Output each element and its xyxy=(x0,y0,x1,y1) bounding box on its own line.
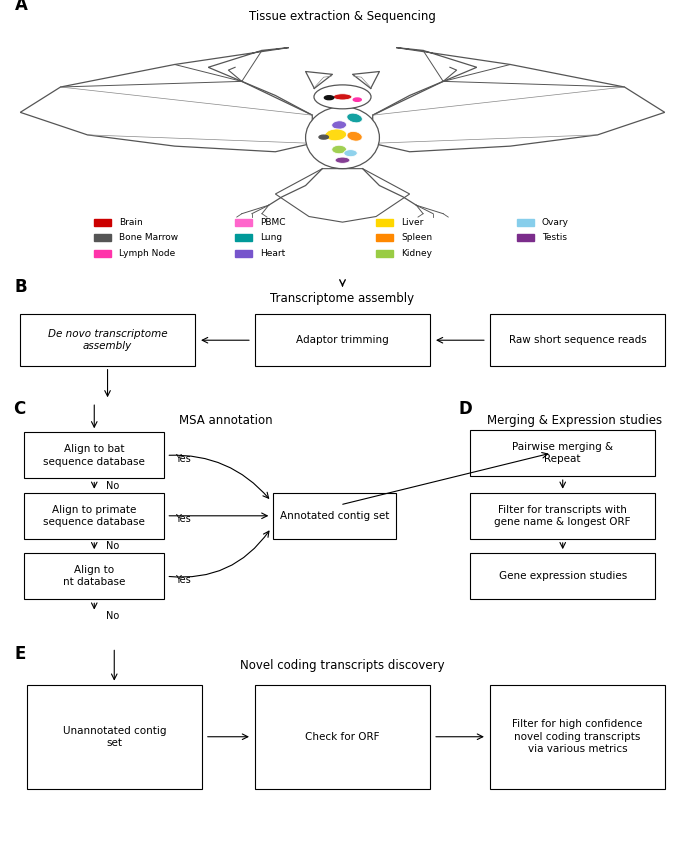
Text: Align to primate
sequence database: Align to primate sequence database xyxy=(43,505,145,527)
Bar xyxy=(94,249,111,257)
FancyBboxPatch shape xyxy=(25,432,164,478)
Polygon shape xyxy=(275,169,410,222)
Text: Check for ORF: Check for ORF xyxy=(306,732,379,742)
Circle shape xyxy=(353,98,361,102)
Text: De novo transcriptome
assembly: De novo transcriptome assembly xyxy=(48,329,167,351)
Ellipse shape xyxy=(347,113,362,123)
Ellipse shape xyxy=(335,157,350,164)
Text: B: B xyxy=(15,278,27,296)
Text: Yes: Yes xyxy=(175,515,191,524)
FancyBboxPatch shape xyxy=(490,684,664,789)
Circle shape xyxy=(319,135,328,139)
Circle shape xyxy=(325,96,334,100)
Bar xyxy=(376,234,393,241)
FancyBboxPatch shape xyxy=(256,315,429,366)
Text: Spleen: Spleen xyxy=(401,233,432,243)
Text: Filter for transcripts with
gene name & longest ORF: Filter for transcripts with gene name & … xyxy=(495,505,631,527)
Bar xyxy=(517,219,534,226)
Ellipse shape xyxy=(344,149,358,157)
Text: C: C xyxy=(14,400,25,418)
Bar xyxy=(376,219,393,226)
Text: Yes: Yes xyxy=(175,454,191,464)
Bar xyxy=(376,249,393,257)
FancyBboxPatch shape xyxy=(27,684,201,789)
Text: Brain: Brain xyxy=(119,218,142,226)
FancyBboxPatch shape xyxy=(273,493,396,538)
Text: Ovary: Ovary xyxy=(542,218,569,226)
Text: Tissue extraction & Sequencing: Tissue extraction & Sequencing xyxy=(249,9,436,23)
Text: Raw short sequence reads: Raw short sequence reads xyxy=(508,335,647,345)
Bar xyxy=(235,234,252,241)
Text: Bone Marrow: Bone Marrow xyxy=(119,233,178,243)
FancyBboxPatch shape xyxy=(25,553,164,600)
Ellipse shape xyxy=(347,131,362,141)
Bar xyxy=(94,219,111,226)
Bar xyxy=(517,234,534,241)
Text: D: D xyxy=(459,400,473,418)
Ellipse shape xyxy=(325,129,347,141)
Text: No: No xyxy=(106,481,120,491)
Text: Pairwise merging &
Repeat: Pairwise merging & Repeat xyxy=(512,442,613,464)
FancyBboxPatch shape xyxy=(471,553,655,600)
Ellipse shape xyxy=(332,120,347,129)
Ellipse shape xyxy=(332,145,347,153)
Text: Heart: Heart xyxy=(260,248,285,258)
FancyBboxPatch shape xyxy=(471,430,655,476)
Bar xyxy=(235,219,252,226)
Ellipse shape xyxy=(314,85,371,109)
Bar xyxy=(235,249,252,257)
Ellipse shape xyxy=(306,107,379,169)
FancyBboxPatch shape xyxy=(471,493,655,538)
Text: PBMC: PBMC xyxy=(260,218,286,226)
Ellipse shape xyxy=(333,94,352,100)
FancyBboxPatch shape xyxy=(21,315,195,366)
Text: Unannotated contig
set: Unannotated contig set xyxy=(62,726,166,748)
Text: Align to bat
sequence database: Align to bat sequence database xyxy=(43,444,145,466)
Text: Align to
nt database: Align to nt database xyxy=(63,565,125,588)
Text: Lung: Lung xyxy=(260,233,282,243)
Text: E: E xyxy=(15,644,26,663)
Text: Adaptor trimming: Adaptor trimming xyxy=(296,335,389,345)
Text: MSA annotation: MSA annotation xyxy=(179,415,272,427)
Polygon shape xyxy=(373,47,664,152)
FancyBboxPatch shape xyxy=(256,684,429,789)
Text: Lymph Node: Lymph Node xyxy=(119,248,175,258)
Text: Liver: Liver xyxy=(401,218,423,226)
Text: Gene expression studies: Gene expression studies xyxy=(499,572,627,581)
Text: Annotated contig set: Annotated contig set xyxy=(280,510,389,521)
Text: No: No xyxy=(106,541,120,551)
Text: Transcriptome assembly: Transcriptome assembly xyxy=(271,292,414,304)
Text: Novel coding transcripts discovery: Novel coding transcripts discovery xyxy=(240,659,445,672)
Text: Filter for high confidence
novel coding transcripts
via various metrics: Filter for high confidence novel coding … xyxy=(512,719,643,754)
Polygon shape xyxy=(21,47,312,152)
Text: Yes: Yes xyxy=(175,575,191,585)
Bar xyxy=(94,234,111,241)
Text: Kidney: Kidney xyxy=(401,248,432,258)
Text: Testis: Testis xyxy=(542,233,567,243)
FancyBboxPatch shape xyxy=(490,315,664,366)
FancyBboxPatch shape xyxy=(25,493,164,538)
Text: A: A xyxy=(15,0,28,14)
Text: No: No xyxy=(106,611,120,621)
Text: Merging & Expression studies: Merging & Expression studies xyxy=(487,415,662,427)
